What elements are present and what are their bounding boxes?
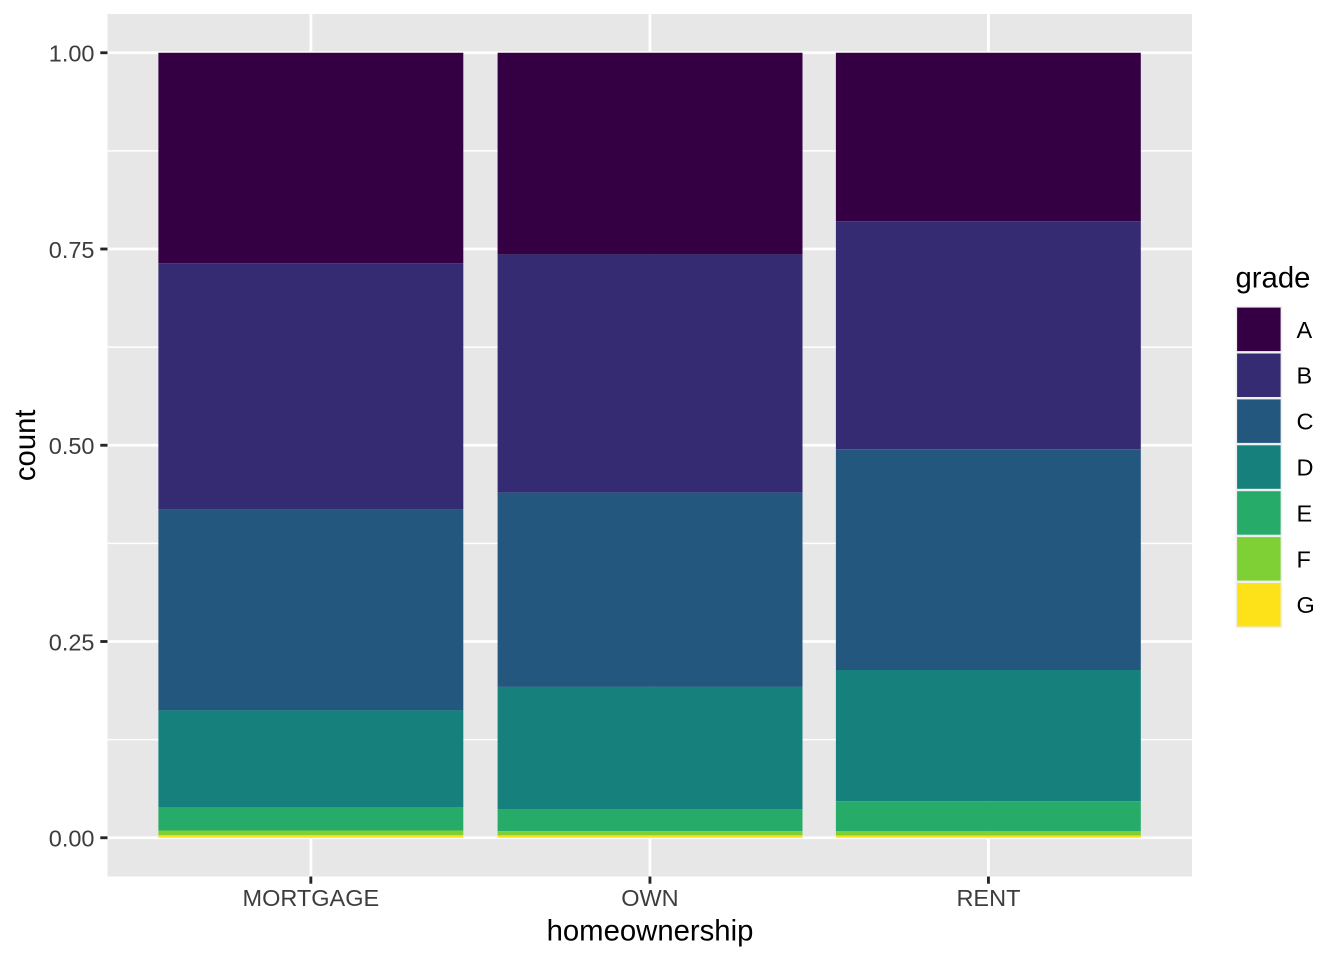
svg-text:0.00: 0.00 — [49, 826, 95, 852]
svg-text:RENT: RENT — [956, 885, 1020, 911]
svg-text:0.25: 0.25 — [49, 629, 95, 655]
svg-text:OWN: OWN — [621, 885, 678, 911]
svg-text:D: D — [1297, 454, 1314, 480]
svg-text:MORTGAGE: MORTGAGE — [243, 885, 380, 911]
svg-text:A: A — [1297, 317, 1313, 343]
svg-text:B: B — [1297, 363, 1313, 389]
svg-text:homeownership: homeownership — [547, 915, 754, 948]
svg-text:1.00: 1.00 — [49, 41, 95, 67]
svg-text:count: count — [9, 409, 42, 481]
svg-text:C: C — [1297, 409, 1314, 435]
svg-text:F: F — [1297, 546, 1311, 572]
svg-text:0.50: 0.50 — [49, 433, 95, 459]
svg-text:grade: grade — [1236, 261, 1311, 294]
svg-text:G: G — [1297, 592, 1315, 618]
svg-text:0.75: 0.75 — [49, 237, 95, 263]
svg-text:E: E — [1297, 500, 1313, 526]
